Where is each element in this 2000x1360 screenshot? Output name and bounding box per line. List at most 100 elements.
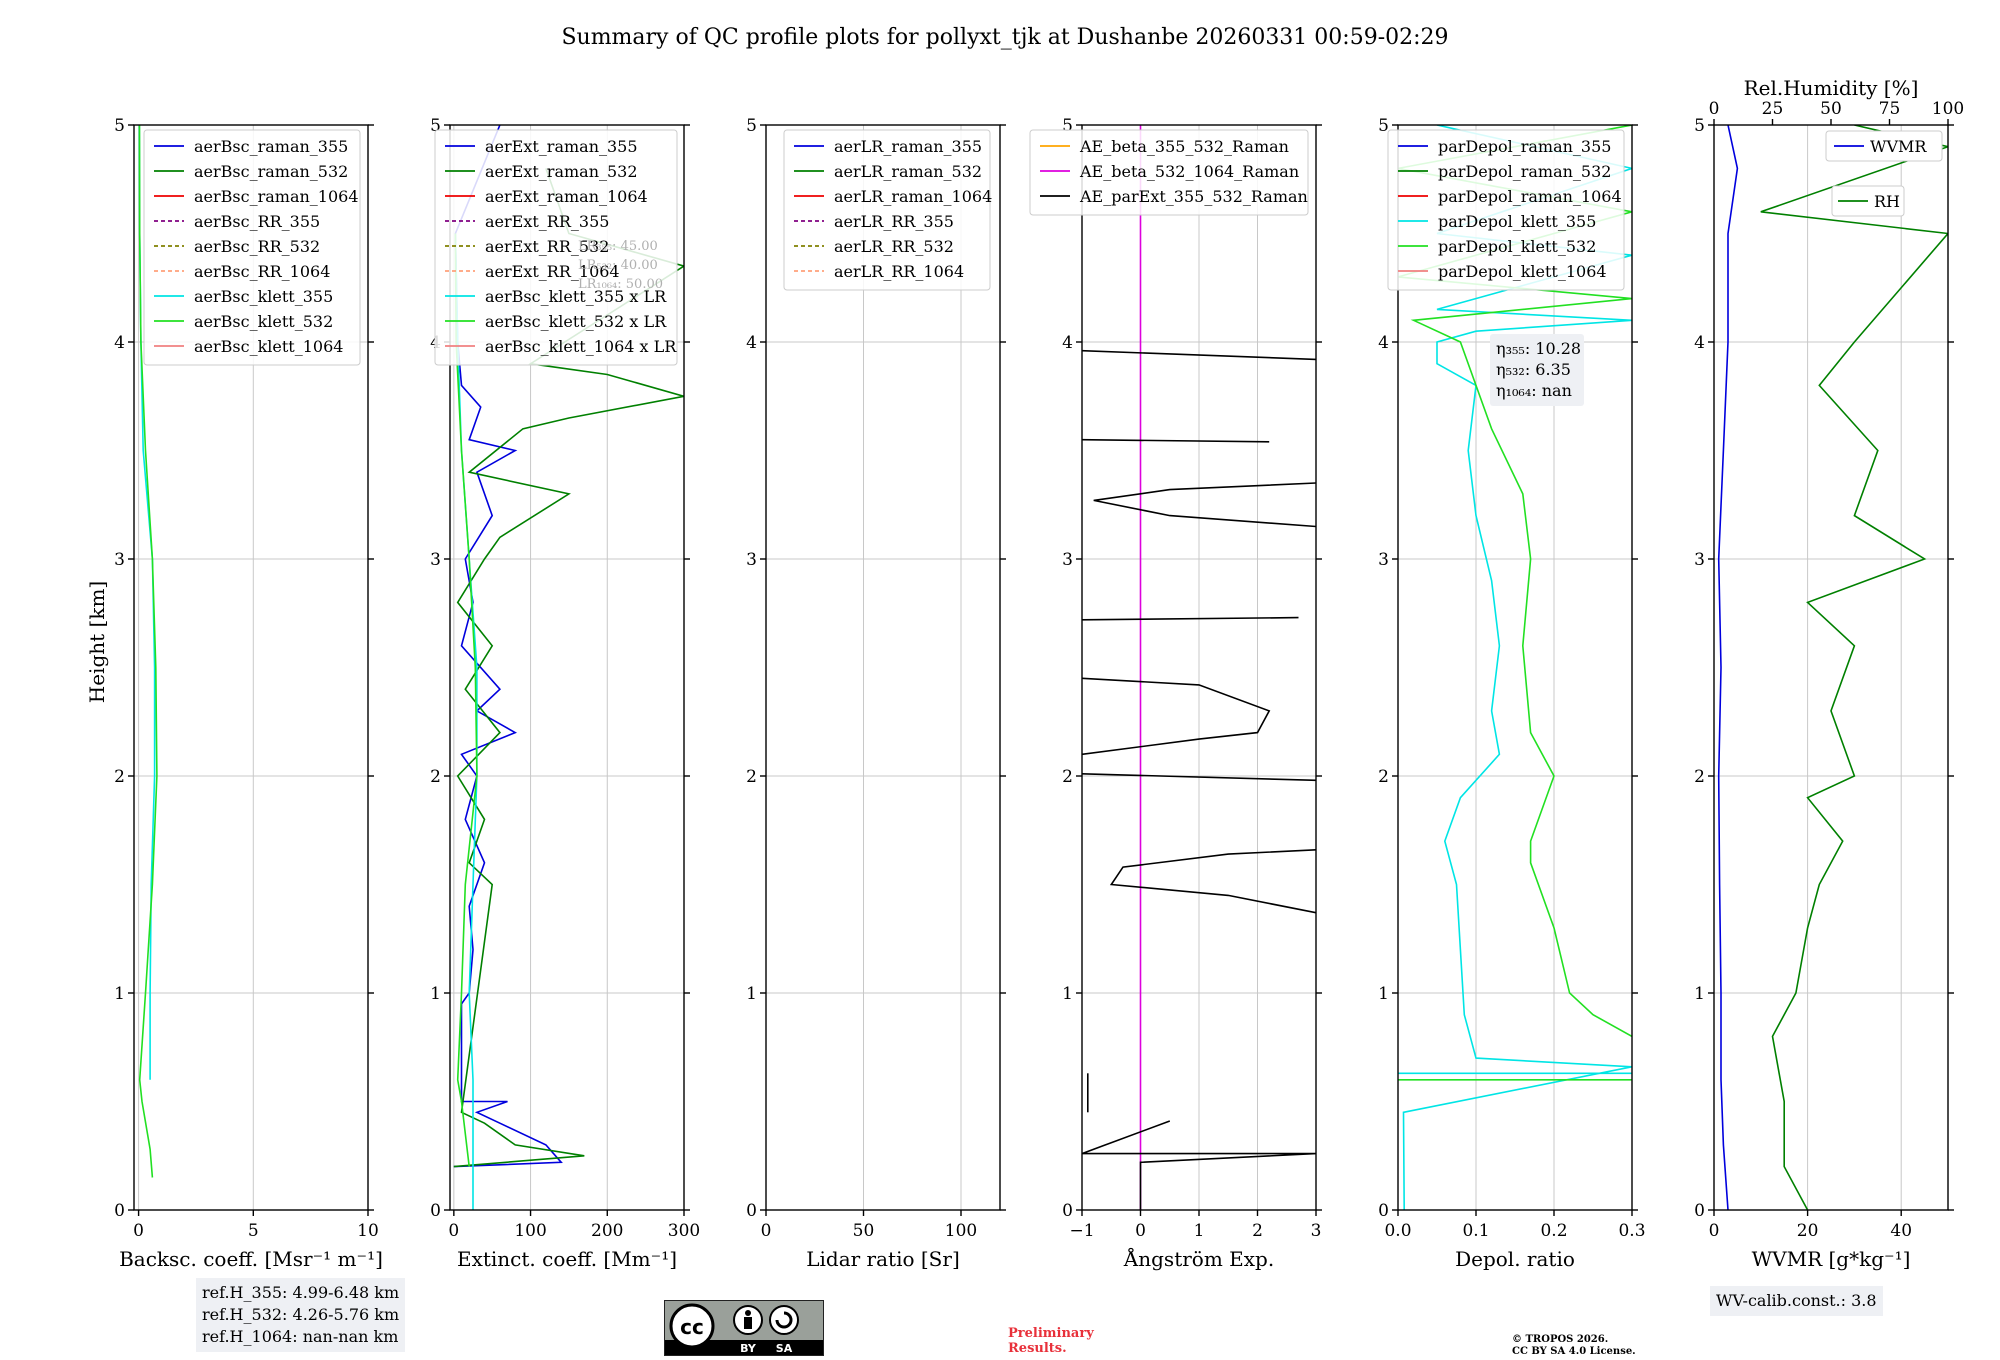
series-AE_parExt_355_532_Raman xyxy=(1082,1120,1316,1210)
legend-box-wvmr xyxy=(1825,130,1943,162)
x-axis-label: Lidar ratio [Sr] xyxy=(806,1247,960,1271)
by-icon-head xyxy=(745,1310,751,1316)
x-tick-label: 50 xyxy=(853,1221,875,1241)
lr-annotation: LR₁₀₆₄: 50.00 xyxy=(578,277,663,292)
x-tick-label: 3 xyxy=(1311,1221,1322,1241)
x-tick-label: 300 xyxy=(668,1221,700,1241)
y-tick-label: 5 xyxy=(114,116,125,136)
cc-icon xyxy=(669,1303,715,1349)
legend-label: parDepol_raman_1064 xyxy=(1438,187,1622,206)
sa-icon-arc xyxy=(775,1311,793,1329)
by-icon-body xyxy=(744,1317,752,1329)
legend-label: aerExt_raman_355 xyxy=(485,137,638,156)
legend-label: aerBsc_klett_1064 x LR xyxy=(485,337,677,356)
legend-label: parDepol_klett_1064 xyxy=(1438,262,1607,281)
top-x-tick-label: 100 xyxy=(1932,99,1964,119)
cc-sa-label: SA xyxy=(776,1342,793,1355)
legend-label: aerBsc_raman_532 xyxy=(194,162,348,181)
y-tick-label: 1 xyxy=(1378,984,1389,1004)
legend-label: aerBsc_RR_355 xyxy=(194,212,320,231)
x-tick-label: 0.0 xyxy=(1384,1221,1411,1241)
panel-bsc: 0 5 10 0 1 2 3 4 5 Backsc. coeff. [Msr⁻¹ m⁻¹] aerB… xyxy=(114,116,383,1271)
series-parDepol_klett_355 xyxy=(1402,125,1632,1210)
axes-frame xyxy=(133,124,369,1211)
y-tick-label: 5 xyxy=(1694,116,1705,136)
legend-label: parDepol_klett_532 xyxy=(1438,237,1596,256)
series-group xyxy=(1398,125,1632,1210)
legend-label: aerExt_RR_1064 xyxy=(485,262,620,281)
legend-label: aerBsc_klett_1064 xyxy=(194,337,343,356)
legend-label: aerLR_RR_355 xyxy=(834,212,954,231)
panel-depol: 0.0 0.1 0.2 0.3 0 1 2 3 4 5 Depol. ratio parDepol_r… xyxy=(1378,116,1645,1271)
cc-by-label: BY xyxy=(740,1342,757,1355)
legend-label: aerBsc_klett_355 x LR xyxy=(485,287,667,306)
legend-label: AE_parExt_355_532_Raman xyxy=(1079,187,1308,206)
axes-frame xyxy=(1397,124,1633,1211)
y-tick-label: 0 xyxy=(1694,1201,1705,1221)
ref-h-355: ref.H_355: 4.99-6.48 km xyxy=(202,1283,400,1302)
x-tick-label: 0 xyxy=(1135,1221,1146,1241)
legend-label: parDepol_klett_355 xyxy=(1438,212,1596,231)
axes-frame xyxy=(449,124,685,1211)
legend-label: aerLR_RR_532 xyxy=(834,237,954,256)
cc-icon-text: cc xyxy=(680,1315,704,1339)
legend-label: AE_beta_355_532_Raman xyxy=(1079,137,1289,156)
ref-h-1064: ref.H_1064: nan-nan km xyxy=(202,1327,399,1346)
preliminary-line-1: Preliminary xyxy=(1008,1326,1094,1341)
x-tick-label: 1 xyxy=(1194,1221,1205,1241)
x-tick-label: 2 xyxy=(1252,1221,1263,1241)
preliminary-line-2: Results. xyxy=(1008,1341,1067,1356)
y-axis-label: Height [km] xyxy=(85,581,109,703)
y-tick-label: 3 xyxy=(1062,550,1073,570)
y-tick-label: 4 xyxy=(1694,333,1705,353)
legend-box xyxy=(434,129,678,366)
y-tick-label: 1 xyxy=(114,984,125,1004)
y-tick-label: 5 xyxy=(1062,116,1073,136)
legend-box xyxy=(1029,129,1309,216)
series-AE_parExt_355_532_Raman xyxy=(1082,438,1270,443)
axes-frame xyxy=(765,124,1001,1211)
y-tick-label: 3 xyxy=(1694,550,1705,570)
y-tick-label: 5 xyxy=(746,116,757,136)
sa-icon xyxy=(769,1305,799,1335)
wv-calib-text: WV-calib.const.: 3.8 xyxy=(1716,1291,1877,1310)
y-tick-label: 2 xyxy=(1378,767,1389,787)
x-tick-label: 0.3 xyxy=(1618,1221,1645,1241)
x-tick-label: 0.1 xyxy=(1462,1221,1489,1241)
x-tick-label: 0 xyxy=(133,1221,144,1241)
y-tick-label: 4 xyxy=(1062,333,1073,353)
x-tick-label: −1 xyxy=(1069,1221,1094,1241)
legend-label: aerExt_RR_355 xyxy=(485,212,609,231)
y-tick-label: 3 xyxy=(430,550,441,570)
wv-calib-box: WV-calib.const.: 3.8 xyxy=(1710,1286,1883,1316)
panel-lr: 0 50 100 0 1 2 3 4 5 Lidar ratio [Sr] aerLR_raman_… xyxy=(746,116,1006,1271)
x-tick-label: 0 xyxy=(448,1221,459,1241)
y-tick-label: 3 xyxy=(114,550,125,570)
x-axis-label: WVMR [g*kg⁻¹] xyxy=(1752,1247,1911,1271)
eta-box xyxy=(1490,334,1584,406)
y-tick-label: 5 xyxy=(430,116,441,136)
y-tick-label: 0 xyxy=(1378,1201,1389,1221)
y-tick-label: 4 xyxy=(114,333,125,353)
legend-label: aerBsc_raman_355 xyxy=(194,137,348,156)
series-aerExt_raman_532 xyxy=(453,168,684,1168)
legend-label: aerLR_RR_1064 xyxy=(834,262,964,281)
eta-annotation: η₃₅₅: 10.28 xyxy=(1496,339,1581,358)
y-tick-label: 2 xyxy=(114,767,125,787)
legend-box xyxy=(1387,129,1625,291)
top-x-tick-label: 50 xyxy=(1820,99,1842,119)
legend-box xyxy=(783,129,991,291)
legend-label: aerBsc_RR_1064 xyxy=(194,262,330,281)
y-tick-label: 1 xyxy=(430,984,441,1004)
legend-label: AE_beta_532_1064_Raman xyxy=(1079,162,1299,181)
legend-label: aerLR_raman_532 xyxy=(834,162,982,181)
legend-label: aerBsc_klett_532 x LR xyxy=(485,312,667,331)
series-aerBsc_klett_532 xyxy=(138,125,158,1178)
figure-title: Summary of QC profile plots for pollyxt_… xyxy=(561,25,1448,50)
legend-label: RH xyxy=(1874,192,1900,211)
legend-label: parDepol_raman_532 xyxy=(1438,162,1611,181)
y-tick-label: 4 xyxy=(746,333,757,353)
x-tick-label: 20 xyxy=(1797,1221,1819,1241)
x-tick-label: 0.2 xyxy=(1540,1221,1567,1241)
